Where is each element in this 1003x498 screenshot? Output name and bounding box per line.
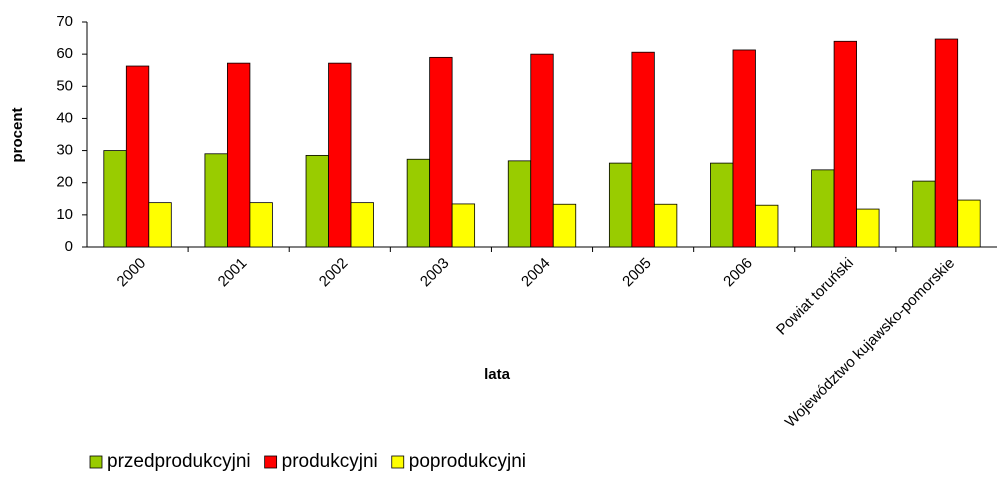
y-tick-label: 60 <box>56 45 73 62</box>
y-axis-label: procent <box>9 107 26 162</box>
x-tick-label: 2005 <box>619 255 655 291</box>
x-tick-label: Województwo kujawsko-pomorskie <box>782 255 958 431</box>
x-axis-label: lata <box>484 366 511 383</box>
y-tick-label: 70 <box>56 13 73 30</box>
y-tick-label: 50 <box>56 77 73 94</box>
bar <box>811 169 835 248</box>
bar <box>552 203 577 248</box>
bar <box>653 203 678 248</box>
y-tick-label: 40 <box>56 109 73 126</box>
bar <box>957 199 981 248</box>
bar <box>249 202 273 248</box>
bar <box>631 51 655 248</box>
y-tick-label: 30 <box>56 142 73 159</box>
bar <box>125 65 150 248</box>
legend-swatch <box>391 455 405 469</box>
bar <box>103 150 127 248</box>
bar <box>507 160 532 248</box>
bar <box>148 202 172 248</box>
bar <box>204 153 228 248</box>
x-tick-label: 2002 <box>316 255 352 291</box>
y-tick-label: 10 <box>56 206 73 223</box>
bar <box>328 62 352 248</box>
bar <box>406 158 431 248</box>
legend-label: poprodukcyjni <box>409 451 526 472</box>
bar <box>710 162 734 248</box>
bar <box>429 56 453 248</box>
y-tick-label: 20 <box>56 174 73 191</box>
bar <box>912 180 936 248</box>
x-tick-label: 2004 <box>518 255 554 291</box>
bar <box>833 40 857 248</box>
bar <box>451 203 476 248</box>
bar <box>732 49 756 248</box>
legend-label: produkcyjni <box>282 451 378 472</box>
x-tick-label: 2006 <box>720 255 756 291</box>
legend-label: przedprodukcyjni <box>107 451 251 472</box>
bar <box>350 202 374 248</box>
bar <box>608 162 633 248</box>
x-tick-label: 2003 <box>417 255 453 291</box>
y-tick-label: 0 <box>65 238 73 255</box>
bar <box>755 204 779 248</box>
bar <box>227 62 251 248</box>
legend-swatch <box>89 455 103 469</box>
bar <box>530 53 554 248</box>
x-tick-label: Powiat toruński <box>773 255 857 339</box>
bar <box>856 208 880 248</box>
bar <box>934 38 959 248</box>
legend-swatch <box>264 455 278 469</box>
x-tick-label: 2000 <box>114 255 150 291</box>
bar <box>305 154 329 248</box>
x-tick-label: 2001 <box>215 255 251 291</box>
